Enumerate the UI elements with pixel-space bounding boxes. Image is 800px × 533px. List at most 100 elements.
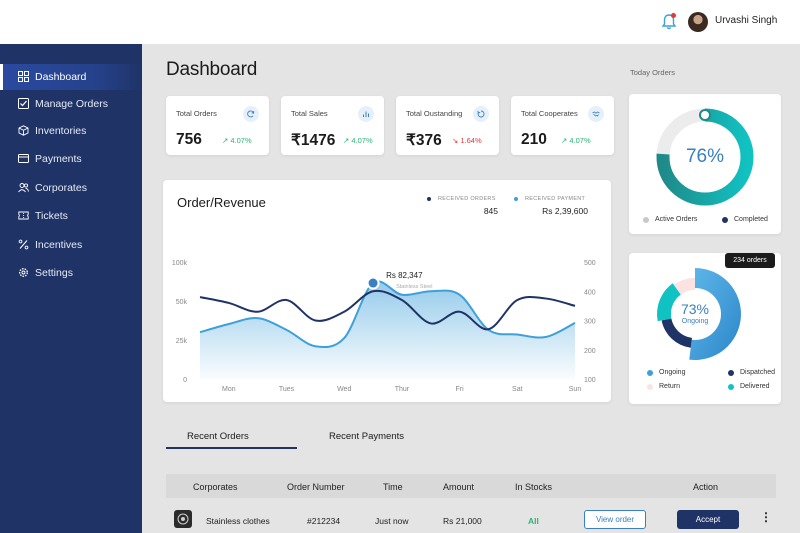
status-label: Ongoing — [681, 318, 709, 325]
handshake-icon — [588, 106, 604, 122]
stat-card-total-orders: Total Orders 756 ↗ 4.07% — [166, 96, 269, 155]
avatar[interactable] — [688, 12, 708, 32]
active-tab-indicator — [166, 447, 297, 449]
orders-line — [199, 289, 576, 331]
sidebar-item-label: Manage Orders — [35, 98, 108, 110]
order-revenue-chart: 100k 50k 25k 0 500 400 300 200 100 Mon Tues Wed Thur… — [172, 260, 596, 393]
sidebar-item-incentives[interactable]: Incentives — [0, 232, 142, 258]
payment-area — [200, 281, 575, 379]
order-status-card: 73% Ongoing 234 orders Ongoing Dispatche… — [629, 253, 781, 404]
x-axis-tick-label: Thur — [395, 386, 410, 393]
table-header: Corporates Order Number Time Amount In S… — [166, 474, 776, 498]
rotate-icon — [473, 106, 489, 122]
legend-active-orders: Active Orders — [655, 216, 698, 223]
sidebar-item-label: Incentives — [35, 239, 83, 251]
sidebar-item-label: Corporates — [35, 182, 87, 194]
column-header: In Stocks — [515, 482, 553, 492]
sidebar-item-corporates[interactable]: Corporates — [0, 175, 142, 201]
y-axis-tick-label-right: 300 — [584, 319, 596, 326]
refresh-icon — [243, 106, 259, 122]
legend-dot-ongoing — [647, 370, 653, 376]
order-number: #212234 — [307, 516, 341, 526]
ticket-icon — [18, 211, 29, 220]
y-axis-tick-label-right: 400 — [584, 289, 596, 296]
sidebar-item-settings[interactable]: Settings — [0, 260, 142, 286]
y-axis-tick-label: 25k — [176, 338, 188, 345]
sidebar-item-label: Tickets — [35, 210, 68, 222]
more-options-icon[interactable]: ⋮ — [760, 510, 772, 524]
order-time: Just now — [375, 516, 409, 526]
sidebar-item-tickets[interactable]: Tickets — [0, 203, 142, 229]
sidebar-item-inventories[interactable]: Inventories — [0, 118, 142, 144]
x-axis-tick-label: Tues — [279, 386, 295, 393]
donut-center — [671, 290, 719, 338]
today-orders-label: Today Orders — [630, 68, 676, 77]
gear-icon — [19, 268, 28, 277]
donut-segment-return — [673, 278, 695, 295]
sidebar-item-label: Dashboard — [35, 71, 87, 83]
donut-segment-dispatched — [661, 318, 692, 348]
y-axis-tick-label-right: 200 — [584, 348, 596, 355]
stat-change: ↗ 4.07% — [561, 136, 591, 145]
stat-title: Total Sales — [291, 109, 328, 118]
column-header: Corporates — [193, 482, 238, 492]
legend-dot-orders — [427, 197, 431, 201]
order-revenue-card: Order/Revenue RECEIVED ORDERS 845 RECEIV… — [163, 180, 611, 402]
grid-icon — [18, 71, 29, 82]
legend-completed: Completed — [734, 216, 768, 223]
stat-change-value: 4.07% — [569, 136, 591, 145]
page-title: Dashboard — [166, 59, 258, 80]
x-axis-tick-label: Fri — [456, 386, 465, 393]
column-header: Order Number — [287, 482, 345, 492]
highlight-point — [366, 276, 380, 290]
legend-dot-active — [643, 217, 649, 223]
tooltip-value: Rs 82,347 — [386, 271, 423, 280]
legend-ongoing: Ongoing — [659, 369, 686, 376]
today-orders-card: 76% Active Orders Completed — [629, 94, 781, 234]
sidebar-item-manage-orders[interactable]: Manage Orders — [0, 91, 142, 117]
today-ring-knob — [699, 109, 711, 121]
percent-icon — [18, 239, 29, 250]
tab-recent-payments[interactable]: Recent Payments — [329, 431, 404, 442]
stat-title: Total Orders — [176, 109, 217, 118]
legend-delivered: Delivered — [740, 383, 770, 390]
stat-change: ↘ 1.64% — [452, 136, 482, 145]
sidebar-item-label: Settings — [35, 267, 73, 279]
accept-button[interactable]: Accept — [677, 510, 739, 529]
card-icon — [18, 154, 29, 163]
user-name[interactable]: Urvashi Singh — [715, 15, 778, 26]
legend-value-payment: Rs 2,39,600 — [542, 206, 588, 216]
corporate-name: Stainless clothes — [206, 516, 270, 526]
stat-value: 756 — [176, 131, 202, 148]
sidebar-item-label: Inventories — [35, 125, 87, 137]
stat-value: ₹1476 — [291, 132, 336, 149]
legend-return: Return — [659, 383, 681, 390]
donut-segment-delivered — [657, 283, 681, 322]
sidebar-item-dashboard[interactable]: Dashboard — [0, 64, 142, 90]
x-axis-tick-label: Sat — [512, 386, 523, 393]
order-amount: Rs 21,000 — [443, 516, 482, 526]
sidebar-item-payments[interactable]: Payments — [0, 146, 142, 172]
stat-title: Total Oustanding — [406, 109, 463, 118]
stat-card-total-cooperates: Total Cooperates 210 ↗ 4.07% — [511, 96, 614, 155]
order-status-donut — [657, 268, 741, 360]
trend-down-icon: ↘ — [452, 136, 461, 145]
view-order-button[interactable]: View order — [584, 510, 646, 529]
y-axis-tick-label: 50k — [176, 299, 188, 306]
cube-icon — [18, 125, 29, 136]
payment-line — [199, 280, 576, 349]
column-header: Time — [383, 482, 403, 492]
trend-up-icon: ↗ — [222, 136, 231, 145]
stock-status: All — [528, 516, 539, 526]
top-bar: Urvashi Singh — [0, 0, 800, 44]
tab-recent-orders[interactable]: Recent Orders — [187, 431, 249, 442]
stat-value: ₹376 — [406, 132, 442, 149]
legend-dispatched: Dispatched — [740, 369, 776, 376]
stat-title: Total Cooperates — [521, 109, 578, 118]
stat-change-value: 4.07% — [351, 136, 373, 145]
legend-label-orders: RECEIVED ORDERS — [438, 196, 496, 202]
x-axis-tick-label: Sun — [569, 386, 582, 393]
sidebar: Dashboard Manage Orders Inventories Paym… — [0, 44, 142, 533]
table-row: Stainless clothes #212234 Just now Rs 21… — [166, 504, 776, 533]
column-header: Amount — [443, 482, 475, 492]
